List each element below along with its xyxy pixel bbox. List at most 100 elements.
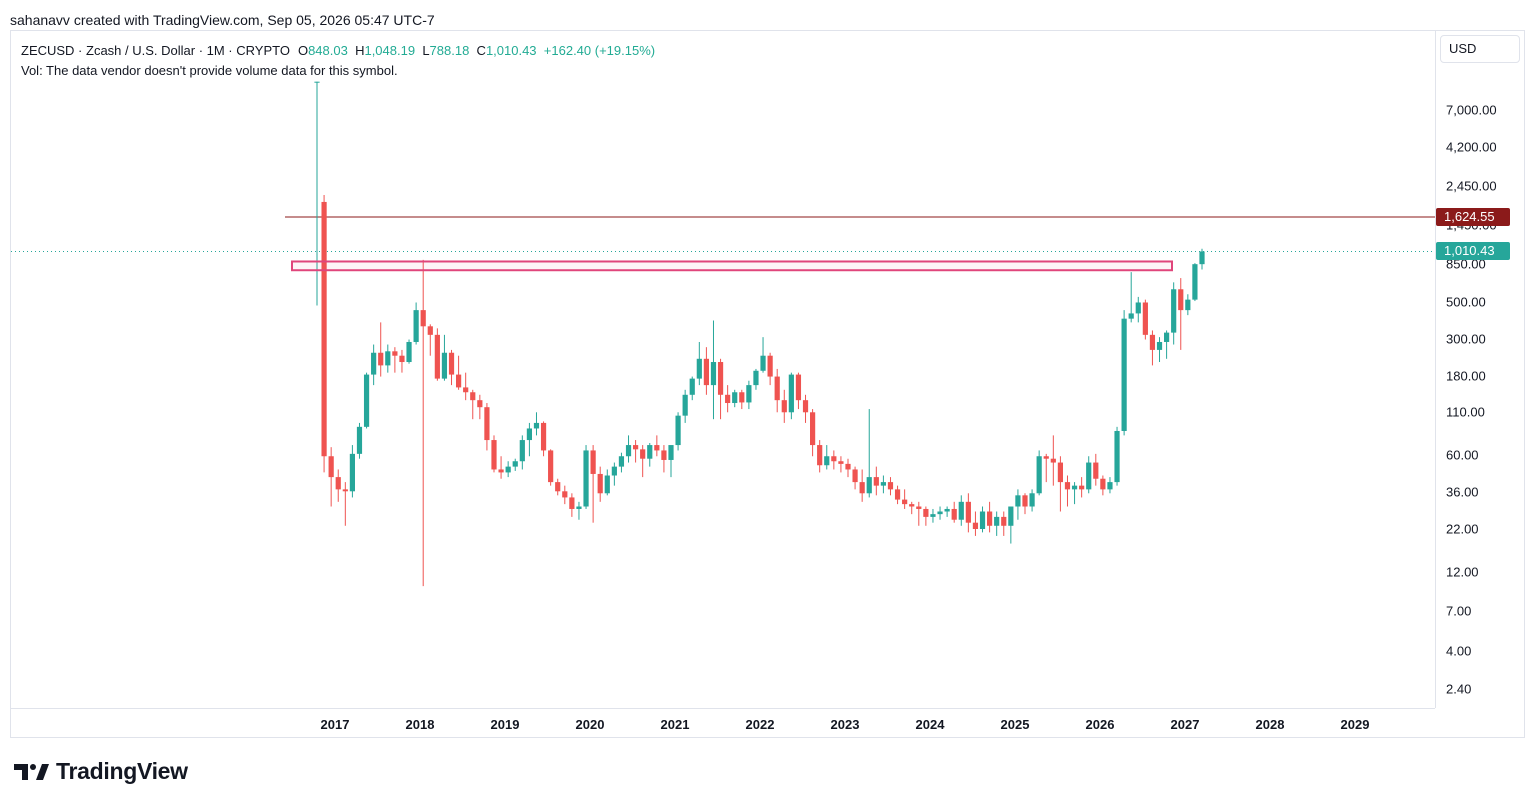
- resistance-price-badge: 1,624.55: [1436, 208, 1510, 227]
- candle: [654, 435, 660, 457]
- volume-note: Vol: The data vendor doesn't provide vol…: [21, 63, 398, 78]
- candle: [555, 478, 561, 496]
- candle: [675, 412, 681, 451]
- candle-body: [378, 352, 384, 366]
- tradingview-logo-icon: [14, 763, 49, 780]
- candle-body: [994, 516, 1000, 526]
- candle-body: [795, 374, 802, 401]
- candle: [1171, 282, 1177, 345]
- candle: [965, 493, 971, 533]
- candle: [1128, 272, 1134, 323]
- candle-body: [633, 445, 639, 450]
- candle-body: [725, 394, 731, 404]
- open-value: 848.03: [308, 43, 348, 58]
- candle-body: [831, 456, 837, 462]
- candle-body: [1071, 485, 1078, 490]
- candle-body: [512, 461, 518, 467]
- candle: [1036, 450, 1042, 496]
- candle: [795, 372, 802, 410]
- candle-body: [767, 355, 773, 377]
- time-axis[interactable]: 2017 2018 2019 2020 2021 2022 2023 2024 2025 2026…: [11, 708, 1435, 738]
- candle: [526, 422, 532, 457]
- candle-body: [1093, 462, 1099, 479]
- candle: [321, 195, 327, 473]
- candle-body: [477, 400, 483, 408]
- candle-body: [470, 392, 476, 401]
- candle: [576, 501, 582, 520]
- candle-body: [491, 440, 497, 470]
- candle: [753, 368, 759, 390]
- candle-body: [540, 422, 547, 451]
- candle-body: [958, 501, 964, 520]
- candle: [781, 389, 787, 423]
- price-axis[interactable]: USD 7,000.004,200.002,450.001,450.00850.…: [1435, 31, 1525, 708]
- candle: [852, 466, 858, 490]
- candle-body: [1015, 495, 1021, 507]
- candle-body: [562, 491, 568, 498]
- candle: [1064, 475, 1071, 507]
- candle-body: [746, 385, 752, 403]
- price-tick: 7,000.00: [1446, 102, 1497, 118]
- candle-body: [406, 341, 412, 363]
- candle: [335, 469, 341, 502]
- candle: [1086, 456, 1092, 494]
- candle-body: [342, 489, 348, 492]
- low-label: L: [422, 43, 430, 58]
- plot-area[interactable]: ZECUSD · Zcash / U.S. Dollar · 1M · CRYP…: [11, 31, 1435, 708]
- open-label: O: [297, 43, 309, 58]
- candle-body: [824, 456, 830, 466]
- candle: [477, 394, 483, 420]
- candle-body: [873, 477, 879, 486]
- candle-body: [647, 445, 653, 459]
- candle: [314, 81, 320, 306]
- candle: [640, 445, 646, 478]
- chart-frame: ZECUSD · Zcash / U.S. Dollar · 1M · CRYP…: [10, 30, 1525, 738]
- year-tick: 2019: [490, 717, 520, 732]
- year-tick: 2024: [915, 717, 945, 732]
- brand[interactable]: TradingView: [14, 758, 188, 785]
- currency-button[interactable]: USD: [1440, 35, 1520, 63]
- candle-body: [675, 415, 681, 446]
- candle: [958, 495, 964, 526]
- price-tick: 12.00: [1446, 564, 1479, 580]
- candle: [1121, 310, 1127, 436]
- candle-body: [916, 506, 922, 509]
- candle: [760, 337, 766, 373]
- candle: [604, 469, 610, 496]
- candle: [923, 506, 929, 526]
- candle: [1199, 248, 1205, 270]
- candle-body: [363, 374, 370, 427]
- candle: [1050, 435, 1056, 486]
- candle: [937, 506, 943, 520]
- candle: [633, 440, 639, 463]
- year-tick: 2022: [745, 717, 775, 732]
- candle: [696, 341, 702, 386]
- symbol-title: ZECUSD · Zcash / U.S. Dollar · 1M · CRYP…: [21, 43, 290, 58]
- year-tick: 2028: [1255, 717, 1285, 732]
- candle: [540, 421, 547, 457]
- candle: [732, 389, 738, 408]
- candle-body: [654, 445, 660, 451]
- year-tick: 2029: [1340, 717, 1370, 732]
- candle-body: [618, 456, 625, 467]
- candle-body: [703, 358, 709, 386]
- price-tick: 2,450.00: [1446, 178, 1497, 194]
- candle: [1008, 506, 1014, 544]
- candle-body: [739, 392, 745, 403]
- candle: [1142, 299, 1148, 340]
- candle: [463, 372, 469, 401]
- candle: [930, 508, 936, 523]
- candle: [392, 347, 398, 373]
- last-price-badge: 1,010.43: [1436, 242, 1510, 261]
- candle: [647, 443, 653, 467]
- candle-body: [1185, 299, 1191, 311]
- candle-body: [597, 473, 603, 494]
- price-tick: 7.00: [1446, 603, 1472, 619]
- candle-body: [810, 412, 816, 446]
- candle-body: [640, 449, 646, 459]
- candle: [1043, 453, 1049, 483]
- candle-body: [1086, 462, 1092, 490]
- candle-body: [576, 506, 582, 509]
- candle-body: [526, 428, 532, 441]
- candle: [739, 389, 745, 410]
